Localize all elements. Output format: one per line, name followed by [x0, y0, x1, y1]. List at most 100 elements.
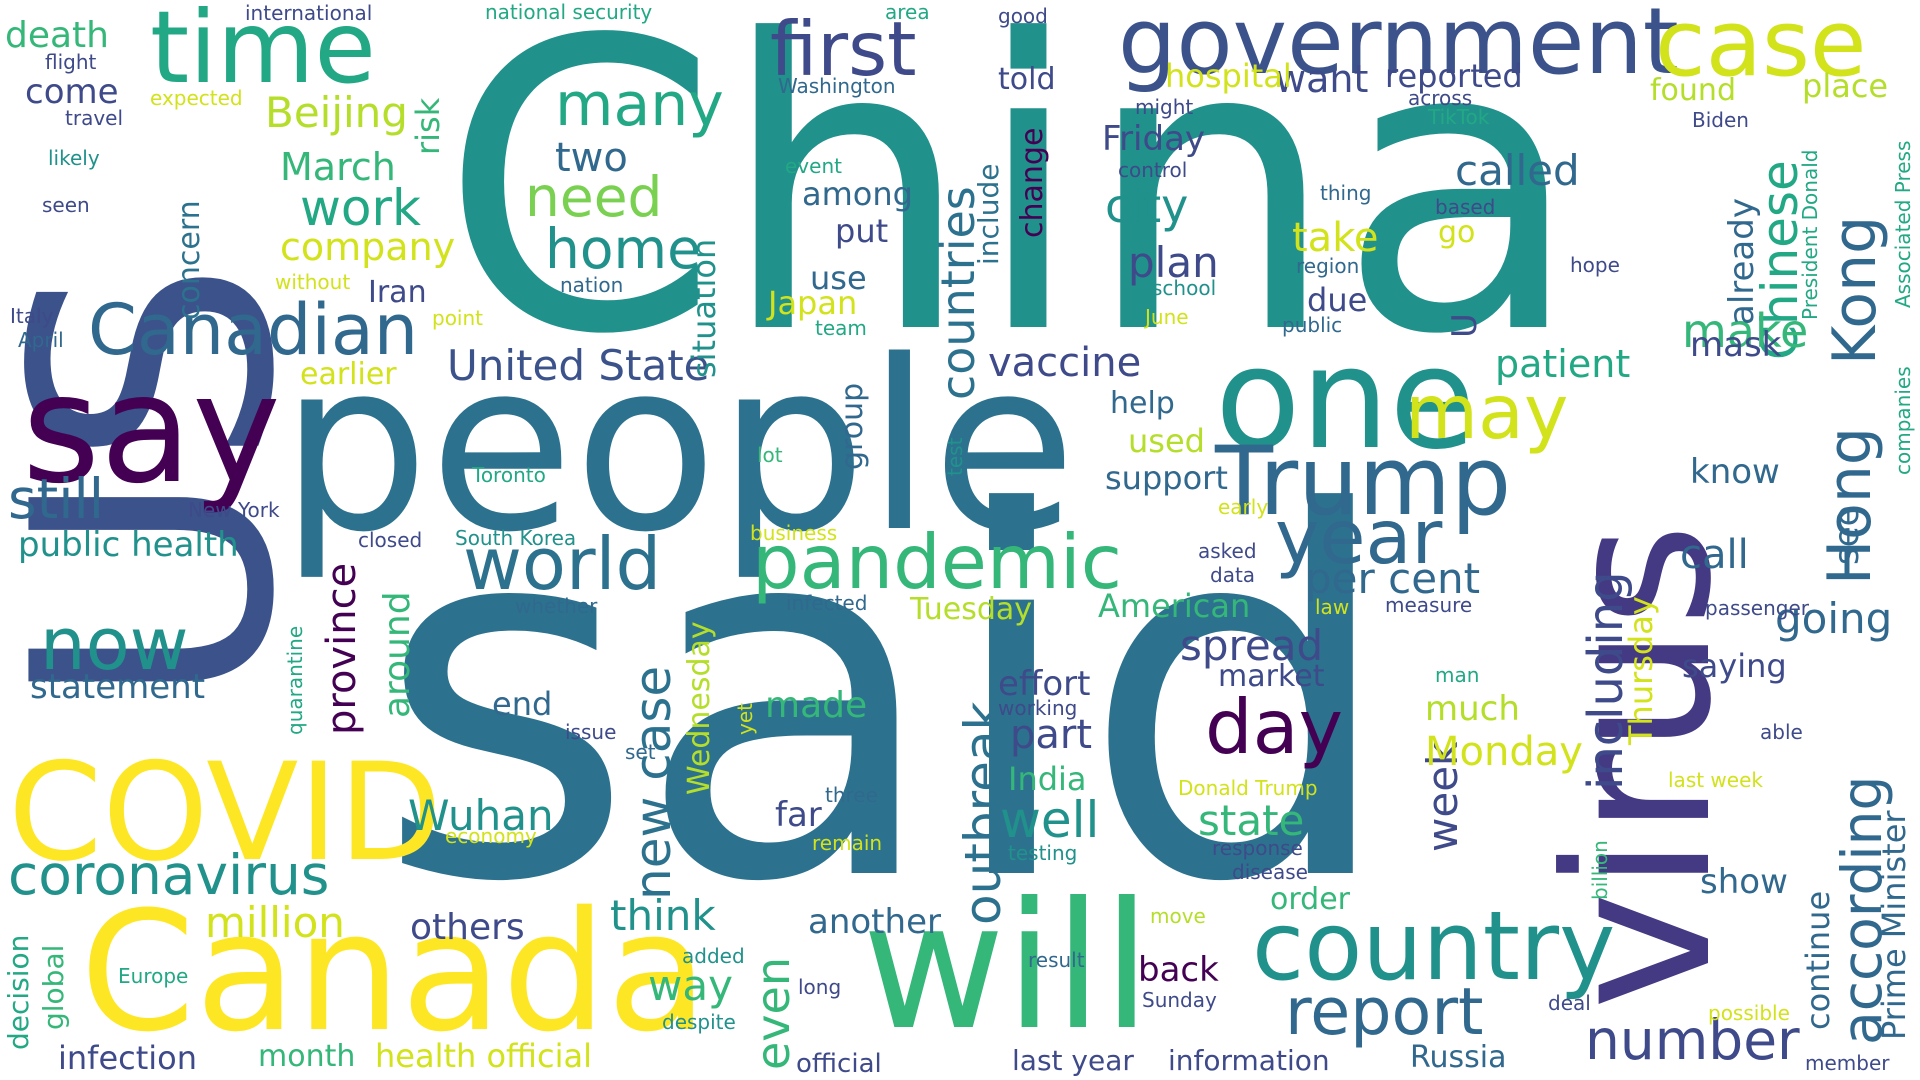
- word-still: still: [8, 467, 105, 531]
- word-day: day: [1205, 683, 1343, 771]
- word-newcase: new case: [624, 665, 682, 900]
- word-associatedpress: Associated Press: [1891, 140, 1915, 308]
- word-infected: infected: [786, 591, 868, 615]
- word-will: will: [862, 866, 1151, 1069]
- word-china: China: [440, 0, 1583, 422]
- word-member: member: [1805, 1051, 1890, 1075]
- word-end: end: [492, 685, 553, 723]
- word-result: result: [1028, 948, 1085, 972]
- word-reported: reported: [1385, 57, 1523, 95]
- word-data: data: [1210, 563, 1256, 587]
- word-vaccine: vaccine: [988, 340, 1142, 386]
- word-going: going: [1775, 594, 1893, 643]
- word-able: able: [1760, 720, 1803, 744]
- word-likely: likely: [48, 146, 100, 170]
- word-far: far: [775, 795, 822, 835]
- word-people: people: [280, 311, 1077, 584]
- word-continue: continue: [1799, 890, 1837, 1030]
- word-home: home: [545, 217, 701, 281]
- word-government: government: [1118, 0, 1679, 95]
- word-point: point: [432, 306, 484, 330]
- word-companies: companies: [1891, 366, 1915, 475]
- word-control: control: [1118, 158, 1188, 182]
- word-canada: Canada: [80, 876, 708, 1068]
- word-called: called: [1455, 146, 1580, 195]
- word-covid: COVID: [8, 734, 443, 891]
- word-lot: lot: [757, 443, 783, 467]
- word-statement: statement: [30, 667, 206, 707]
- word-measure: measure: [1385, 593, 1473, 617]
- word-put: put: [835, 212, 889, 250]
- word-passenger: passenger: [1705, 596, 1809, 620]
- word-flight: flight: [45, 50, 97, 74]
- word-might: might: [1135, 95, 1194, 119]
- word-make: make: [1682, 304, 1809, 358]
- word-remain: remain: [812, 831, 883, 855]
- word-month: month: [258, 1039, 356, 1074]
- word-set: set: [625, 740, 656, 764]
- word-official: official: [796, 1049, 882, 1079]
- word-infection: infection: [58, 1039, 198, 1077]
- word-part: part: [1010, 712, 1093, 758]
- word-many: many: [555, 70, 724, 140]
- word-move: move: [1150, 904, 1206, 928]
- word-earlier: earlier: [300, 357, 397, 392]
- word-economy: economy: [445, 824, 537, 848]
- word-washington: Washington: [778, 74, 896, 98]
- word-state: state: [1198, 796, 1305, 845]
- word-russia: Russia: [1410, 1040, 1507, 1075]
- word-concern: concern: [172, 200, 207, 320]
- word-canadian: Canadian: [88, 289, 419, 371]
- word-three: three: [825, 783, 878, 807]
- word-change: change: [1015, 127, 1050, 238]
- word-hope: hope: [1570, 253, 1620, 277]
- word-others: others: [410, 907, 525, 948]
- word-thursday: Thursday: [1622, 596, 1660, 745]
- word-nationalsecurity: national security: [485, 0, 653, 24]
- word-biden: Biden: [1692, 108, 1749, 132]
- word-yet: yet: [733, 703, 757, 735]
- word-closed: closed: [358, 528, 423, 552]
- word-june: June: [1145, 305, 1189, 329]
- word-presidentdonald: President Donald: [1798, 149, 1822, 320]
- word-much: much: [1425, 689, 1520, 729]
- word-tiktok: TikTok: [1428, 105, 1490, 129]
- word-way: way: [648, 961, 733, 1010]
- word-iran: Iran: [368, 275, 427, 310]
- word-million: million: [205, 898, 345, 947]
- word-patient: patient: [1495, 342, 1631, 386]
- word-good: good: [998, 4, 1048, 28]
- word-situation: situation: [685, 238, 723, 378]
- word-southkorea: South Korea: [455, 526, 577, 550]
- word-lastyear: last year: [1012, 1044, 1134, 1077]
- word-wuhan: Wuhan: [408, 791, 554, 840]
- word-back: back: [1138, 950, 1219, 990]
- word-want: want: [1275, 57, 1369, 101]
- word-time: time: [150, 0, 376, 106]
- word-report: report: [1285, 975, 1484, 1050]
- word-percent: per cent: [1305, 554, 1481, 603]
- word-thing: thing: [1320, 181, 1372, 205]
- word-italy: Italy: [10, 304, 54, 328]
- word-disease: disease: [1232, 860, 1308, 884]
- word-beijing: Beijing: [265, 88, 408, 137]
- word-international: international: [245, 1, 373, 25]
- word-take: take: [1292, 215, 1379, 261]
- word-early: early: [1218, 495, 1269, 519]
- word-number: number: [1585, 1008, 1800, 1072]
- word-another: another: [808, 902, 941, 942]
- word-wednesday: Wednesday: [682, 621, 717, 795]
- word-seen: seen: [42, 193, 90, 217]
- word-around: around: [377, 591, 418, 718]
- word-use: use: [810, 259, 867, 297]
- word-man: man: [1435, 663, 1480, 687]
- word-two: two: [555, 135, 628, 181]
- word-market: market: [1218, 659, 1325, 694]
- word-decision: decision: [2, 934, 35, 1050]
- word-response: response: [1212, 836, 1303, 860]
- word-know: know: [1690, 452, 1780, 492]
- word-test: test: [943, 437, 967, 476]
- word-india: India: [1008, 760, 1087, 798]
- word-april: April: [18, 328, 64, 352]
